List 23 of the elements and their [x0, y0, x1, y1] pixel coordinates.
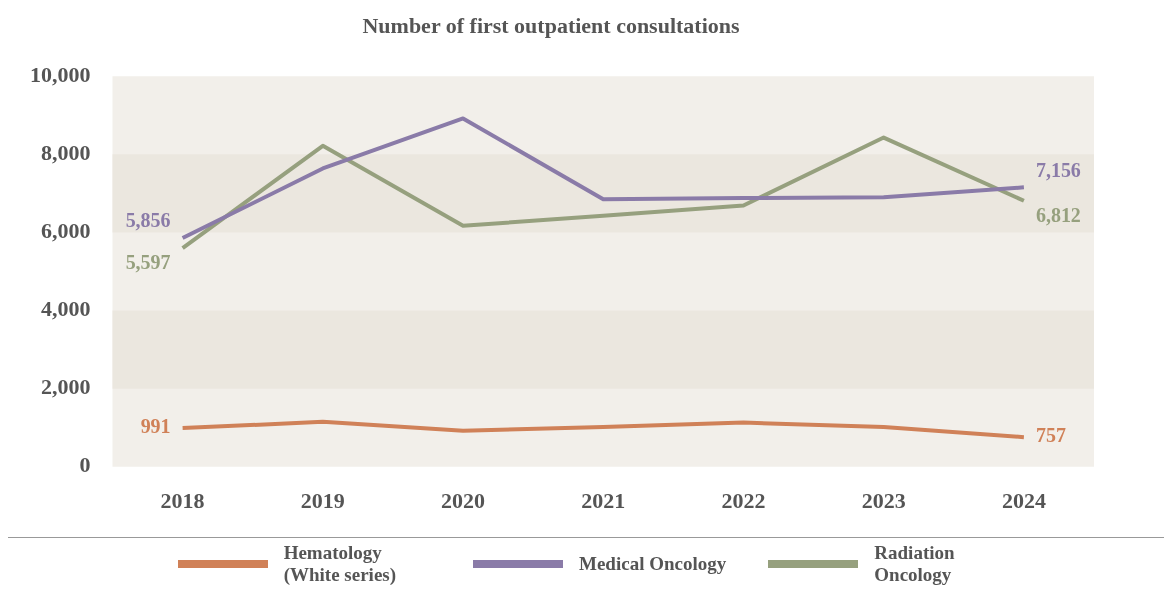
x-tick-label: 2022: [721, 487, 766, 513]
y-tick-label: 10,000: [30, 61, 91, 87]
x-tick-label: 2024: [1001, 487, 1046, 513]
x-tick-label: 2023: [861, 487, 906, 513]
x-tick-label: 2018: [160, 487, 205, 513]
data-label: 6,812: [1035, 203, 1081, 226]
data-label: 757: [1035, 424, 1066, 447]
y-tick-label: 0: [79, 452, 91, 478]
y-tick-label: 8,000: [41, 140, 91, 166]
y-tick-label: 4,000: [41, 296, 91, 322]
legend-label: Medical Oncology: [578, 553, 728, 575]
data-label: 991: [140, 415, 171, 438]
data-label: 5,856: [125, 209, 171, 232]
data-label: 5,597: [125, 251, 171, 274]
legend-label: Hematology (White series): [283, 542, 398, 586]
y-tick-label: 6,000: [41, 218, 91, 244]
data-label: 7,156: [1035, 158, 1081, 181]
x-tick-label: 2021: [581, 487, 626, 513]
chart-title: Number of first outpatient consultations: [362, 12, 740, 38]
y-tick-label: 2,000: [41, 374, 91, 400]
x-tick-label: 2020: [441, 487, 486, 513]
legend-label: Radiation Oncology: [874, 542, 956, 586]
x-tick-label: 2019: [300, 487, 345, 513]
